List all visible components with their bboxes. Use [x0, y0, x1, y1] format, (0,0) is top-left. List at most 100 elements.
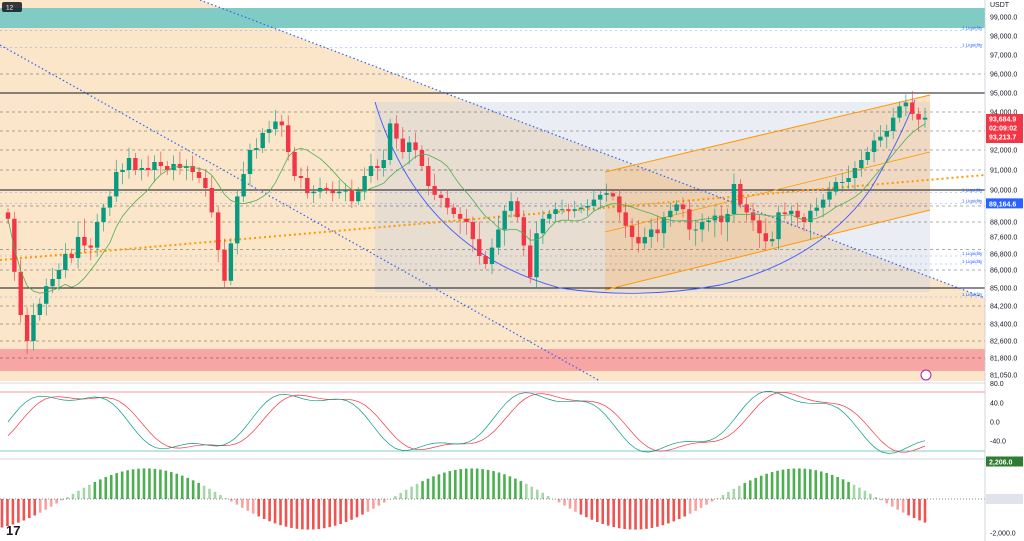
histogram-bar — [923, 499, 927, 523]
svg-text:17: 17 — [6, 523, 20, 538]
histogram-bar — [164, 470, 168, 499]
histogram-bar — [792, 468, 796, 499]
candle-body — [18, 271, 23, 315]
candle-body — [292, 152, 297, 176]
histogram-bar — [858, 487, 861, 499]
histogram-bar — [896, 499, 899, 510]
histogram-bar — [623, 499, 626, 530]
candle-body — [330, 190, 335, 194]
candle-body — [922, 117, 928, 120]
histogram-bar — [437, 474, 441, 499]
histogram-bar — [672, 499, 676, 522]
price-tick-label: 84,200.0 — [990, 304, 1017, 311]
candle-body — [445, 198, 450, 208]
candle-body — [324, 188, 329, 190]
candle-body — [687, 209, 692, 230]
candle-body — [438, 194, 444, 198]
candle-body — [642, 237, 648, 244]
candle-body — [317, 188, 323, 192]
candle-body — [394, 123, 399, 139]
histogram-bar — [819, 471, 823, 499]
channel-upper-line[interactable] — [604, 94, 931, 173]
osc-main-line — [7, 391, 926, 454]
histogram-bar — [219, 495, 222, 499]
candle-body — [648, 229, 654, 237]
stochastic-rsi-pane[interactable] — [0, 382, 985, 454]
candle-body — [859, 160, 864, 168]
last-price-tag-text: 93,684.9 — [989, 117, 1016, 124]
histogram-bar — [131, 469, 135, 499]
candle-body — [846, 178, 851, 182]
histogram-bar — [918, 499, 921, 521]
candle-body — [585, 206, 590, 208]
candle-body — [598, 194, 603, 200]
price-tick-label: 92,000.0 — [990, 148, 1017, 155]
candle-body — [814, 207, 819, 211]
candle-body — [540, 218, 546, 234]
alert-icon[interactable] — [920, 369, 932, 381]
histogram-bar — [661, 499, 665, 526]
histogram-bar — [350, 499, 353, 520]
histogram-bar — [262, 499, 266, 519]
histogram-bar — [88, 484, 91, 499]
histogram-bar — [415, 483, 419, 499]
histogram-bar — [71, 493, 75, 499]
histogram-bar — [170, 472, 173, 499]
candle-body — [470, 222, 476, 240]
candle-body — [5, 212, 11, 219]
histogram-bar — [115, 473, 118, 499]
histogram-bar — [290, 499, 293, 528]
candle-body — [878, 136, 883, 141]
descending-trendline-lower[interactable] — [0, 44, 601, 382]
candle-body — [228, 243, 234, 281]
histogram-bar — [159, 469, 162, 499]
candle-body — [203, 178, 208, 188]
candle-body — [719, 215, 724, 222]
rounding-bottom-arc[interactable] — [374, 99, 916, 294]
histogram-bar — [104, 477, 108, 499]
histogram-bar — [901, 499, 905, 513]
channel-lower-line[interactable] — [604, 209, 931, 291]
candle-body — [502, 210, 507, 230]
histogram-bar — [645, 499, 648, 529]
interval-badge[interactable]: 12 — [2, 2, 22, 12]
candle-body — [63, 254, 68, 270]
histogram-pane[interactable] — [0, 458, 985, 530]
candle-body — [706, 220, 711, 222]
candle-body — [190, 166, 195, 172]
histogram-bar — [33, 499, 37, 516]
channel-mid-line[interactable] — [604, 151, 931, 233]
candle-body — [56, 270, 62, 279]
histogram-bar — [82, 487, 86, 499]
price-tick-label: 98,000.0 — [990, 34, 1017, 41]
candle-body — [413, 142, 418, 150]
histogram-bar — [890, 499, 894, 507]
main-pane[interactable]: 1 Liquidity 1 Liquidity 1 Liquidity 1 Liqui… — [0, 0, 986, 382]
price-axis[interactable]: 99,000.0 98,000.0 97,000.0 96,000.0 95,000.0… — [984, 0, 1024, 541]
candle-body — [381, 160, 386, 168]
candle-body — [852, 168, 858, 178]
histogram-bar — [470, 468, 473, 499]
candle-body — [165, 166, 170, 170]
candle-body — [24, 315, 30, 341]
candle-body — [789, 210, 794, 214]
candle-body — [591, 199, 597, 206]
osc-tick-label: 80.0 — [990, 381, 1004, 388]
histogram-bar — [120, 471, 124, 499]
candle-body — [884, 131, 889, 137]
histogram-bar — [525, 483, 528, 499]
liquidity-label: 1 Liquidity — [962, 199, 983, 204]
histogram-bar — [109, 474, 113, 499]
candle-body — [82, 237, 87, 246]
candle-body — [629, 225, 635, 237]
histogram-bar — [738, 485, 741, 499]
candle-body — [400, 138, 406, 152]
last-price-tag-text: 93,213.7 — [989, 135, 1016, 142]
histogram-bar — [585, 499, 588, 518]
histogram-bar — [459, 469, 463, 499]
candle-body — [496, 229, 501, 248]
candle-body — [184, 166, 189, 168]
histogram-bar — [251, 499, 255, 514]
histogram-bar — [486, 469, 490, 499]
